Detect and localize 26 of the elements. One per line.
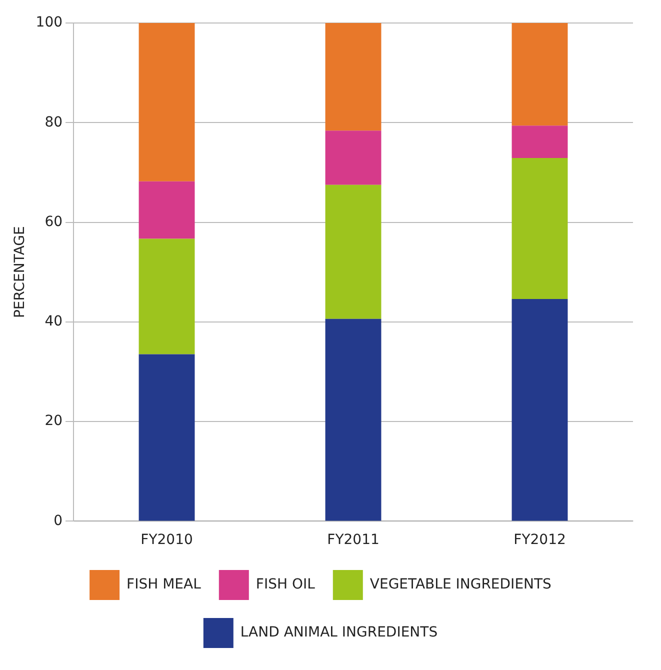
- bar: [138, 354, 195, 521]
- y-tick-label: 40: [44, 314, 63, 330]
- legend-label: FISH MEAL: [126, 576, 202, 593]
- y-tick-label: 0: [54, 512, 63, 529]
- bar: [325, 23, 382, 131]
- x-tick-label: FY2011: [327, 532, 380, 548]
- bar: [138, 181, 195, 239]
- bar: [325, 184, 382, 319]
- y-tick-label: 80: [44, 114, 63, 130]
- y-tick-label: 100: [36, 14, 63, 31]
- x-tick-label: FY2012: [514, 532, 566, 548]
- legend-label: FISH OIL: [256, 576, 316, 593]
- y-tick-label: 60: [44, 214, 63, 230]
- x-tick-label: FY2010: [140, 532, 193, 548]
- bar: [325, 130, 382, 185]
- legend-label: LAND ANIMAL INGREDIENTS: [240, 624, 438, 641]
- y-tick-label: 20: [44, 413, 63, 430]
- bar: [512, 158, 568, 300]
- bar: [138, 23, 195, 182]
- bar: [512, 299, 568, 521]
- bar: [512, 23, 568, 126]
- bar: [325, 318, 382, 521]
- y-axis-title: PERCENTAGE: [12, 226, 28, 318]
- bar: [512, 126, 568, 158]
- legend-label: VEGETABLE INGREDIENTS: [370, 576, 552, 593]
- bar: [138, 238, 195, 354]
